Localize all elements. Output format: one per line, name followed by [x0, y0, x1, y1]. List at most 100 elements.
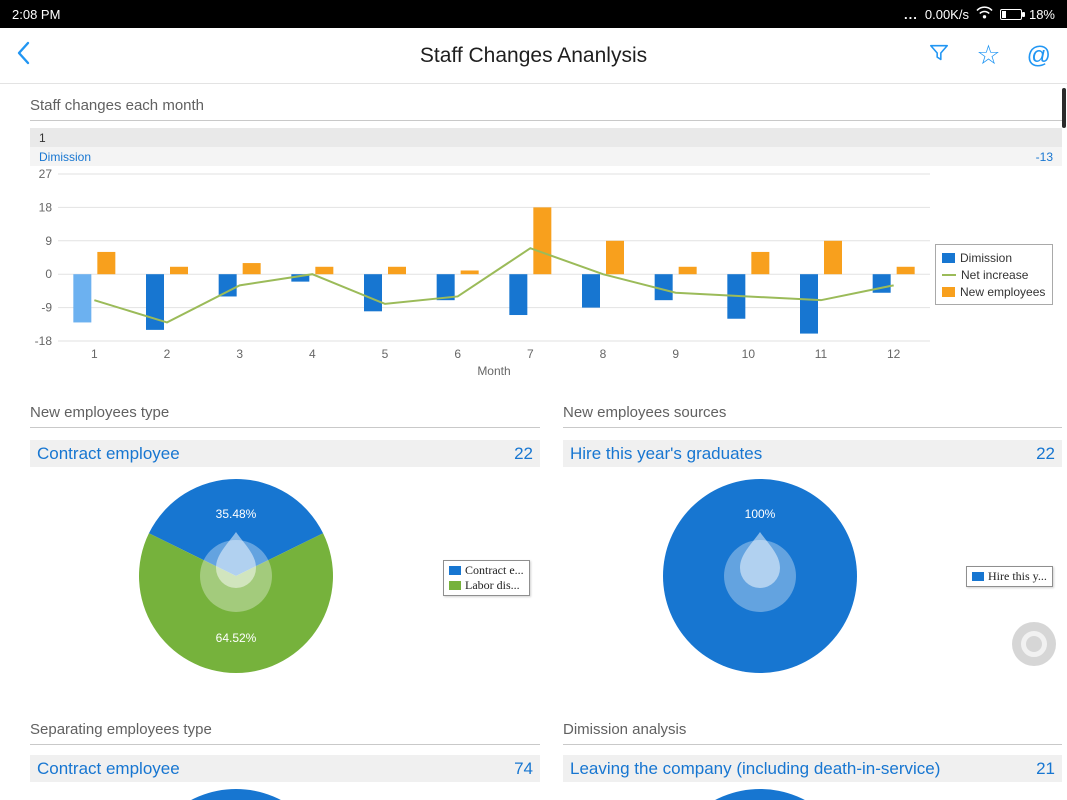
svg-text:1: 1 — [91, 347, 98, 361]
pie-area — [563, 782, 1062, 800]
legend-swatch — [972, 572, 984, 581]
pie-area: 35.48% 64.52% Contract e... Labor dis... — [30, 467, 540, 717]
section-new-employees-type: New employees type Contract employee 22 … — [0, 378, 563, 717]
legend-item[interactable]: Contract e... — [449, 563, 524, 578]
legend-label: Dimission — [960, 250, 1013, 265]
pie-chart-svg: 100% — [663, 479, 857, 673]
selected-series-value: -13 — [1035, 149, 1053, 164]
legend-swatch — [942, 286, 955, 297]
legend-item[interactable]: New employees — [942, 283, 1046, 300]
clock: 2:08 PM — [12, 6, 61, 22]
svg-text:9: 9 — [45, 234, 52, 248]
svg-text:5: 5 — [382, 347, 389, 361]
svg-text:8: 8 — [600, 347, 607, 361]
pie-sections-row: New employees type Contract employee 22 … — [0, 378, 1067, 717]
legend-label: Labor dis... — [465, 578, 520, 592]
metric-value: 22 — [1036, 443, 1055, 463]
svg-text:100%: 100% — [745, 507, 776, 521]
svg-text:3: 3 — [236, 347, 243, 361]
status-bar: 2:08 PM ... 0.00K/s 18% — [0, 0, 1067, 28]
section-title: Staff changes each month — [30, 84, 1062, 121]
legend-label: Contract e... — [465, 563, 524, 577]
legend-item[interactable]: Hire this y... — [972, 569, 1047, 584]
section-new-employees-sources: New employees sources Hire this year's g… — [563, 378, 1067, 717]
metric-label: Leaving the company (including death-in-… — [570, 758, 941, 778]
nav-bar: Staff Changes Ananlysis ☆ @ — [0, 28, 1067, 84]
metric-value: 22 — [514, 443, 533, 463]
metric-row-separating-contract[interactable]: Contract employee 74 — [30, 755, 540, 782]
svg-text:11: 11 — [815, 347, 828, 361]
legend-label: Hire this y... — [988, 569, 1047, 583]
section-title: New employees sources — [563, 378, 1062, 428]
selected-series-row: Dimission -13 — [30, 147, 1062, 166]
floating-action-button[interactable] — [1012, 622, 1056, 666]
svg-text:2: 2 — [164, 347, 171, 361]
mention-icon[interactable]: @ — [1026, 41, 1051, 69]
back-icon[interactable] — [16, 41, 30, 70]
svg-text:4: 4 — [309, 347, 316, 361]
metric-row-contract-employee[interactable]: Contract employee 22 — [30, 440, 540, 467]
favorite-star-icon[interactable]: ☆ — [976, 40, 1001, 70]
dimission-analysis-pie[interactable] — [663, 789, 857, 800]
svg-text:9: 9 — [672, 347, 679, 361]
svg-text:-18: -18 — [35, 334, 53, 348]
legend-item[interactable]: Dimission — [942, 249, 1046, 266]
svg-text:0: 0 — [45, 267, 52, 281]
section-title: Dimission analysis — [563, 717, 1062, 745]
section-title: New employees type — [30, 378, 540, 428]
battery-icon — [999, 8, 1025, 20]
metric-row-leaving-company[interactable]: Leaving the company (including death-in-… — [563, 755, 1062, 782]
chart-legend[interactable]: Dimission Net increase New employees — [935, 244, 1053, 305]
scrollbar[interactable] — [1062, 88, 1066, 128]
legend-swatch — [942, 252, 955, 263]
filter-icon[interactable] — [928, 42, 950, 69]
svg-text:7: 7 — [527, 347, 534, 361]
legend-line-marker — [942, 273, 956, 276]
metric-label: Contract employee — [37, 758, 180, 778]
pie-legend[interactable]: Hire this y... — [966, 566, 1053, 587]
svg-text:10: 10 — [742, 347, 756, 361]
page-title: Staff Changes Ananlysis — [419, 43, 648, 67]
section-dimission-analysis: Dimission analysis Leaving the company (… — [563, 717, 1067, 800]
new-employees-type-pie[interactable]: 35.48% 64.52% — [136, 476, 336, 681]
section-staff-changes: Staff changes each month 1 Dimission -13… — [30, 84, 1062, 378]
metric-row-graduates[interactable]: Hire this year's graduates 22 — [563, 440, 1062, 467]
metric-label: Contract employee — [37, 443, 180, 463]
pie-legend[interactable]: Contract e... Labor dis... — [443, 560, 530, 596]
selected-category: 1 — [39, 130, 46, 145]
section-separating-employees-type: Separating employees type Contract emplo… — [0, 717, 563, 800]
legend-item[interactable]: Net increase — [942, 266, 1046, 283]
legend-swatch — [449, 566, 461, 575]
battery-percent: 18% — [1028, 6, 1055, 22]
selected-category-row: 1 — [30, 128, 1062, 147]
metric-label: Hire this year's graduates — [570, 443, 763, 463]
svg-text:18: 18 — [39, 200, 53, 214]
network-activity-icon: ... — [904, 6, 918, 22]
pie-area: 100% Hire this y... — [563, 467, 1062, 717]
separating-employees-pie[interactable] — [139, 789, 333, 800]
network-speed: 0.00K/s — [924, 6, 969, 22]
svg-text:Month: Month — [477, 364, 510, 378]
svg-text:35.48%: 35.48% — [216, 507, 257, 521]
metric-value: 74 — [514, 758, 533, 778]
legend-label: New employees — [960, 284, 1046, 299]
selected-series-label: Dimission — [39, 149, 92, 164]
svg-text:-9: -9 — [41, 301, 52, 315]
metric-value: 21 — [1036, 758, 1055, 778]
legend-swatch — [449, 581, 461, 590]
staff-changes-chart[interactable]: 27 18 9 0 -9 -18 1 2 3 4 5 6 7 8 9 10 11 12 Month Dimissio… — [30, 166, 1062, 378]
legend-label: Net increase — [961, 267, 1029, 282]
wifi-icon — [976, 6, 993, 22]
svg-text:64.52%: 64.52% — [216, 631, 257, 645]
section-title: Separating employees type — [30, 717, 540, 745]
svg-text:27: 27 — [39, 167, 53, 181]
svg-text:6: 6 — [454, 347, 461, 361]
legend-item[interactable]: Labor dis... — [449, 578, 524, 593]
new-employees-sources-pie[interactable]: 100% — [660, 476, 860, 681]
svg-text:12: 12 — [887, 347, 901, 361]
bottom-sections-row: Separating employees type Contract emplo… — [0, 717, 1067, 800]
combo-chart-canvas[interactable]: 27 18 9 0 -9 -18 1 2 3 4 5 6 7 8 9 10 11 12 Month — [30, 166, 1062, 383]
pie-chart-svg: 35.48% 64.52% — [139, 479, 333, 673]
pie-area — [30, 782, 540, 800]
